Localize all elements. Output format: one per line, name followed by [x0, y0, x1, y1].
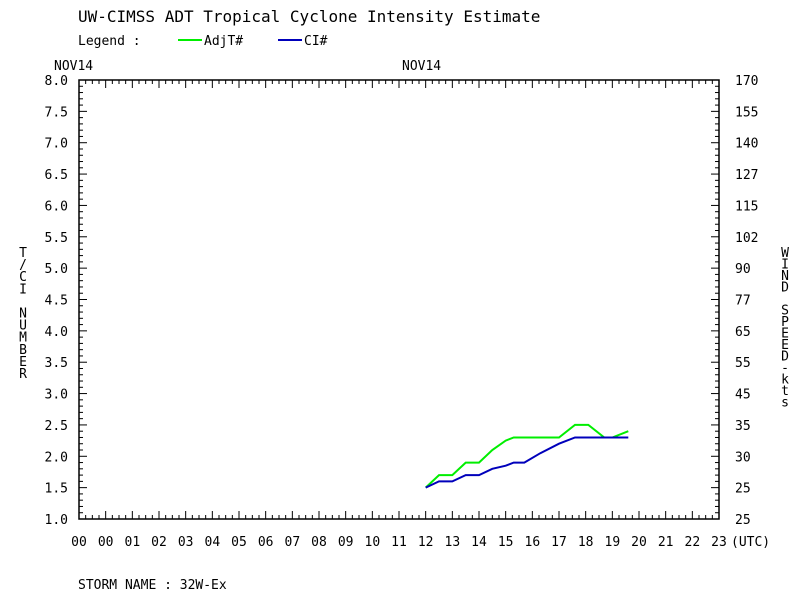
legend-adjt-label: AdjT# — [204, 34, 243, 49]
y-tick-label-right: 90 — [735, 262, 751, 277]
x-tick-label: 09 — [338, 535, 354, 550]
y-tick-label-left: 2.0 — [45, 450, 68, 465]
x-tick-label: 15 — [498, 535, 514, 550]
y-tick-label-left: 5.5 — [45, 231, 68, 246]
x-tick-label: 07 — [285, 535, 301, 550]
y-tick-label-left: 7.5 — [45, 105, 68, 120]
x-tick-label: 13 — [445, 535, 461, 550]
legend-ci-label: CI# — [304, 34, 328, 49]
y-tick-label-left: 6.5 — [45, 168, 68, 183]
plot-frame — [78, 79, 720, 520]
x-tick-label: 21 — [658, 535, 674, 550]
x-tick-label: 02 — [151, 535, 167, 550]
x-tick-label: 11 — [391, 535, 407, 550]
x-tick-label: 00 — [71, 535, 87, 550]
legend-label: Legend : — [78, 34, 141, 49]
y-axis-label-right-char: N — [781, 269, 789, 284]
y-axis-label-left-char: M — [19, 331, 27, 346]
x-tick-label: 10 — [365, 535, 381, 550]
x-tick-label: 08 — [311, 535, 327, 550]
x-tick-label: 16 — [525, 535, 541, 550]
y-tick-label-left: 5.0 — [45, 262, 68, 277]
y-tick-label-left: 1.5 — [45, 482, 68, 497]
y-axis-label-left-char: / — [19, 258, 27, 273]
y-axis-label-right-char: s — [781, 396, 789, 411]
x-tick-label: 00 — [98, 535, 114, 550]
x-tick-label: 23 — [711, 535, 727, 550]
y-tick-label-right: 140 — [735, 137, 758, 152]
date-label-left: NOV14 — [54, 59, 93, 74]
y-tick-label-right: 77 — [735, 294, 751, 309]
y-tick-label-right: 30 — [735, 450, 751, 465]
y-tick-label-left: 8.0 — [45, 74, 68, 89]
y-axis-label-right-char: D — [781, 350, 789, 365]
chart-title: UW-CIMSS ADT Tropical Cyclone Intensity … — [78, 7, 540, 26]
y-axis-label-left-char: B — [19, 343, 27, 358]
x-tick-label: 12 — [418, 535, 434, 550]
date-label-center: NOV14 — [402, 59, 441, 74]
y-tick-label-right: 25 — [735, 482, 751, 497]
y-axis-label-right-char: E — [781, 327, 789, 342]
y-axis-label-right-char: E — [781, 338, 789, 353]
y-tick-label-left: 2.5 — [45, 419, 68, 434]
y-tick-label-right: 127 — [735, 168, 758, 183]
series-ci-line — [425, 436, 629, 489]
x-tick-label: 05 — [231, 535, 247, 550]
y-tick-label-left: 3.5 — [45, 356, 68, 371]
y-tick-label-left: 4.0 — [45, 325, 68, 340]
x-tick-label: 20 — [631, 535, 647, 550]
axis-ticks: 1.0 25 1.5 25 2.0 30 2.5 35 3.0 45 3.5 55 4.0 65 4.5 77… — [45, 74, 771, 550]
y-tick-label-right: 25 — [735, 513, 751, 528]
x-tick-label: 14 — [471, 535, 487, 550]
y-axis-label-right-char: P — [781, 315, 789, 330]
y-axis-label-right-char: - — [781, 361, 789, 376]
x-tick-label: 03 — [178, 535, 194, 550]
x-tick-label: 06 — [258, 535, 274, 550]
y-axis-label-left-char: U — [19, 319, 27, 334]
x-tick-label: 19 — [605, 535, 621, 550]
y-tick-label-right: 170 — [735, 74, 758, 89]
x-tick-label: 18 — [578, 535, 594, 550]
y-tick-label-left: 3.0 — [45, 388, 68, 403]
x-tick-label: 22 — [685, 535, 701, 550]
y-tick-label-right: 155 — [735, 105, 758, 120]
y-axis-label-left-char: N — [19, 307, 27, 322]
x-tick-label: 17 — [551, 535, 567, 550]
y-axis-label-right-char: k — [781, 373, 789, 388]
y-tick-label-left: 4.5 — [45, 294, 68, 309]
x-tick-label: 01 — [125, 535, 141, 550]
y-axis-label-left-char: T — [19, 246, 27, 261]
y-tick-label-left: 7.0 — [45, 137, 68, 152]
y-tick-label-left: 6.0 — [45, 199, 68, 214]
y-tick-label-left: 1.0 — [45, 513, 68, 528]
y-tick-label-right: 55 — [735, 356, 751, 371]
storm-name-label: STORM NAME : 32W-Ex — [78, 578, 227, 593]
series-adjt-line — [425, 423, 629, 489]
y-axis-label-right-char: t — [781, 384, 789, 399]
y-tick-label-right: 115 — [735, 199, 758, 214]
x-tick-label: 04 — [205, 535, 221, 550]
x-unit-label: (UTC) — [731, 535, 770, 550]
y-axis-label-right-char: D — [781, 281, 789, 296]
y-axis-label-left-char: I — [19, 282, 27, 297]
y-tick-label-right: 65 — [735, 325, 751, 340]
y-axis-label-right-char: S — [781, 304, 789, 319]
y-axis-label-right-char: I — [781, 258, 789, 273]
y-axis-label-left-char: R — [19, 367, 27, 382]
y-axis-label-right-char: W — [781, 246, 789, 261]
y-tick-label-right: 102 — [735, 231, 758, 246]
y-tick-label-right: 45 — [735, 388, 751, 403]
y-axis-label-left-char: E — [19, 355, 27, 370]
y-tick-label-right: 35 — [735, 419, 751, 434]
y-axis-label-left-char: C — [19, 270, 27, 285]
series-lines — [425, 423, 629, 489]
